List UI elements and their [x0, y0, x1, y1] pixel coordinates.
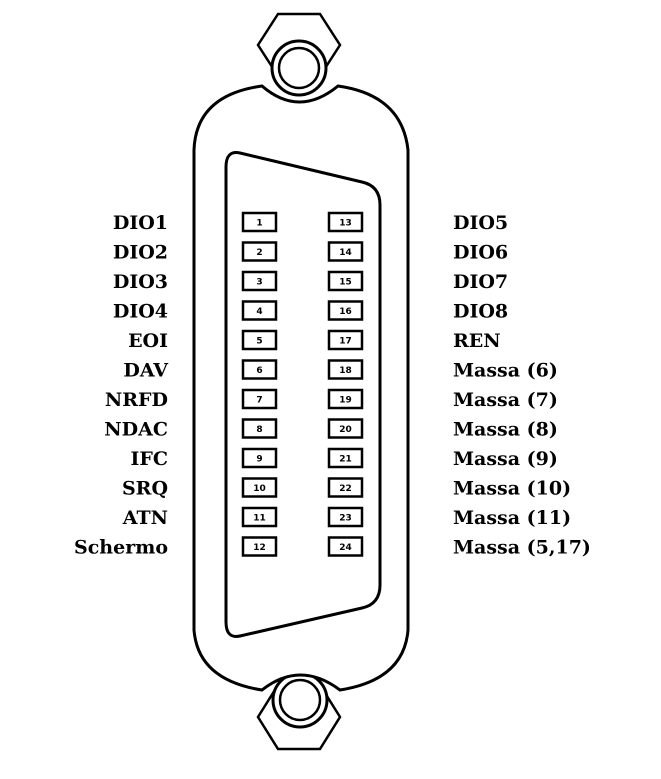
- left-signal-label: Schermo: [74, 537, 168, 559]
- right-pin-column: 13 14 15 16 17 18 19 20 21 22 23 24: [327, 211, 364, 557]
- right-signal-label: Massa (11): [453, 507, 571, 529]
- pin-number: 15: [339, 278, 352, 288]
- right-signal-label: Massa (9): [453, 448, 558, 470]
- pin-number: 6: [256, 366, 262, 376]
- pin-number: 19: [339, 396, 352, 406]
- pin-box: 1: [241, 211, 278, 233]
- pin-box: 11: [241, 506, 278, 528]
- pin-box: 15: [327, 270, 364, 292]
- pin-number: 22: [339, 484, 352, 494]
- pin-number: 8: [256, 425, 262, 435]
- pin-number: 17: [339, 337, 352, 347]
- left-signal-label: NDAC: [104, 419, 168, 441]
- pin-box: 22: [327, 477, 364, 498]
- pin-number: 9: [256, 455, 262, 465]
- pin-number: 20: [339, 425, 352, 435]
- pin-number: 16: [339, 307, 352, 317]
- right-signal-label: DIO6: [453, 242, 508, 264]
- right-signal-label: Massa (10): [453, 478, 571, 500]
- pin-number: 3: [256, 278, 262, 288]
- pin-number: 23: [339, 514, 352, 524]
- pin-box: 12: [241, 536, 278, 557]
- pin-number: 11: [253, 514, 266, 524]
- pin-box: 5: [241, 329, 278, 351]
- pin-box: 4: [241, 300, 278, 321]
- left-signal-label: DIO2: [113, 242, 168, 264]
- pin-number: 7: [256, 396, 262, 406]
- right-signal-label: REN: [453, 330, 501, 352]
- pin-number: 12: [253, 543, 266, 553]
- pin-box: 16: [327, 300, 364, 321]
- pin-box: 2: [241, 241, 278, 262]
- pin-box: 3: [241, 270, 278, 292]
- left-signal-label: IFC: [131, 448, 169, 470]
- pin-box: 7: [241, 388, 278, 410]
- left-signal-label: NRFD: [105, 389, 168, 411]
- left-signal-label: EOI: [128, 330, 168, 352]
- left-signal-label: ATN: [122, 507, 168, 529]
- pin-number: 14: [339, 248, 352, 258]
- pin-box: 20: [327, 418, 364, 439]
- pin-number: 21: [339, 455, 352, 465]
- top-screw-icon: [256, 12, 342, 97]
- left-signal-labels: DIO1 DIO2 DIO3 DIO4 EOI DAV NRFD NDAC IFC SRQ ATN S…: [74, 212, 169, 559]
- pin-number: 5: [256, 337, 262, 347]
- connector-insert: [224, 151, 382, 638]
- pin-box: 14: [327, 241, 364, 262]
- pin-box: 8: [241, 418, 278, 439]
- pin-number: 18: [339, 366, 352, 376]
- pin-box: 21: [327, 447, 364, 469]
- pin-box: 17: [327, 329, 364, 351]
- pin-number: 2: [256, 248, 262, 258]
- pin-box: 6: [241, 359, 278, 380]
- pin-box: 24: [327, 536, 364, 557]
- pin-box: 10: [241, 477, 278, 498]
- pin-box: 23: [327, 506, 364, 528]
- pin-box: 18: [327, 359, 364, 380]
- right-signal-label: Massa (6): [453, 360, 558, 382]
- pin-number: 10: [253, 484, 266, 494]
- left-signal-label: DIO1: [113, 212, 168, 234]
- right-signal-label: Massa (8): [453, 419, 558, 441]
- pin-number: 4: [256, 307, 262, 317]
- bottom-screw-icon: [256, 671, 342, 751]
- right-signal-labels: DIO5 DIO6 DIO7 DIO8 REN Massa (6) Massa (7) Mas…: [453, 212, 591, 559]
- left-signal-label: DIO3: [113, 271, 168, 293]
- pin-box: 9: [241, 447, 278, 469]
- right-signal-label: Massa (7): [453, 389, 558, 411]
- pin-number: 13: [339, 219, 352, 229]
- right-signal-label: DIO7: [453, 271, 508, 293]
- pin-box: 13: [327, 211, 364, 233]
- right-signal-label: DIO8: [453, 301, 508, 323]
- pin-number: 24: [339, 543, 352, 553]
- left-signal-label: DAV: [123, 360, 169, 382]
- right-signal-label: DIO5: [453, 212, 508, 234]
- right-signal-label: Massa (5,17): [453, 537, 591, 559]
- pin-number: 1: [256, 219, 262, 229]
- left-signal-label: SRQ: [122, 478, 168, 500]
- left-signal-label: DIO4: [113, 301, 168, 323]
- pin-box: 19: [327, 388, 364, 410]
